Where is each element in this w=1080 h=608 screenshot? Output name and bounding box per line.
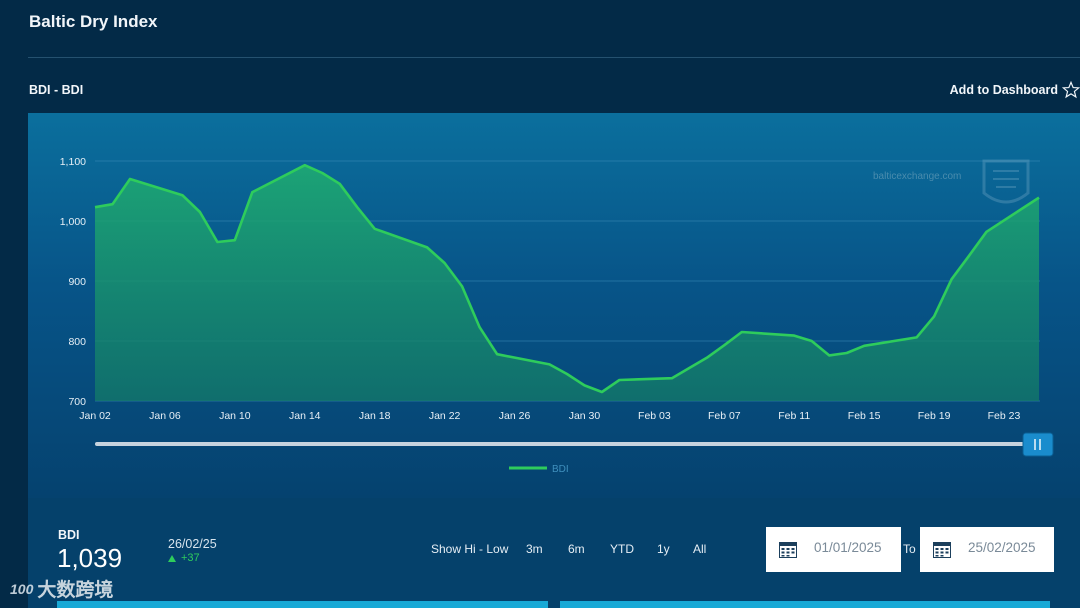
- range-slider-track[interactable]: [95, 442, 1032, 446]
- x-tick-label: Feb 15: [848, 410, 881, 422]
- triangle-up-icon: [168, 554, 176, 562]
- from-date-input[interactable]: 01/01/2025: [766, 527, 901, 572]
- index-value: 1,039: [57, 543, 123, 573]
- header-divider: [28, 57, 1080, 58]
- y-tick-label: 900: [68, 276, 86, 288]
- x-tick-label: Feb 19: [918, 410, 951, 422]
- range-slider[interactable]: [95, 432, 1054, 457]
- legend-label[interactable]: BDI: [552, 464, 569, 475]
- watermark-text: 大数跨境: [37, 580, 114, 601]
- to-date-input[interactable]: 25/02/2025: [920, 527, 1054, 572]
- section-label: BDI - BDI: [29, 83, 84, 97]
- index-name: BDI: [58, 528, 80, 542]
- slider-handle-icon: [1034, 439, 1041, 450]
- bottom-card-left: [57, 601, 548, 608]
- range-all-button[interactable]: All: [693, 542, 707, 556]
- y-tick-label: 1,000: [60, 216, 86, 228]
- watermark-logo: 100: [10, 580, 34, 597]
- page-title: Baltic Dry Index: [29, 12, 158, 31]
- y-tick-label: 700: [68, 396, 86, 408]
- x-tick-label: Jan 06: [149, 410, 181, 422]
- range-ytd-button[interactable]: YTD: [610, 542, 634, 556]
- x-tick-label: Jan 14: [289, 410, 321, 422]
- x-tick-label: Jan 18: [359, 410, 391, 422]
- star-outline-icon[interactable]: [1062, 81, 1080, 99]
- chart-legend[interactable]: BDI: [509, 464, 569, 475]
- x-tick-label: Feb 23: [988, 410, 1021, 422]
- site-watermark: 100 大数跨境: [10, 575, 113, 602]
- x-tick-label: Jan 22: [429, 410, 461, 422]
- summary-bar: [28, 498, 1080, 608]
- x-tick-label: Feb 03: [638, 410, 671, 422]
- range-6m-button[interactable]: 6m: [568, 542, 585, 556]
- add-to-dashboard-button[interactable]: Add to Dashboard: [950, 81, 1080, 99]
- x-tick-label: Jan 10: [219, 410, 251, 422]
- bottom-card-right: [560, 601, 1050, 608]
- range-3m-button[interactable]: 3m: [526, 542, 543, 556]
- index-date: 26/02/25: [168, 537, 217, 551]
- x-tick-label: Feb 11: [778, 410, 810, 422]
- bdi-chart: balticexchange.com 700 800 900 1,000 1,100 J…: [60, 156, 1054, 475]
- chart-panel: balticexchange.com 700 800 900 1,000 1,100 J…: [28, 113, 1080, 498]
- range-1y-button[interactable]: 1y: [657, 542, 670, 556]
- index-change-value: +37: [181, 552, 200, 564]
- to-label: To: [903, 542, 916, 556]
- from-date-value[interactable]: 01/01/2025: [814, 540, 882, 555]
- index-change: +37: [168, 552, 200, 564]
- chart-watermark-logo-icon: [982, 159, 1030, 204]
- to-date-value[interactable]: 25/02/2025: [968, 540, 1036, 555]
- calendar-icon[interactable]: [779, 542, 797, 558]
- series-line-bdi[interactable]: [94, 163, 1040, 394]
- y-tick-label: 1,100: [60, 156, 86, 168]
- add-to-dashboard-label: Add to Dashboard: [949, 83, 1058, 97]
- y-tick-label: 800: [68, 336, 86, 348]
- x-tick-label: Jan 02: [79, 410, 111, 422]
- range-slider-handle[interactable]: [1022, 432, 1054, 457]
- x-tick-label: Jan 30: [569, 410, 601, 422]
- x-tick-label: Feb 07: [708, 410, 741, 422]
- chart-watermark: balticexchange.com: [873, 171, 961, 182]
- calendar-icon[interactable]: [933, 542, 951, 558]
- x-tick-label: Jan 26: [499, 410, 531, 422]
- series-area-bdi: [95, 165, 1039, 401]
- show-hi-low-button[interactable]: Show Hi - Low: [431, 542, 509, 556]
